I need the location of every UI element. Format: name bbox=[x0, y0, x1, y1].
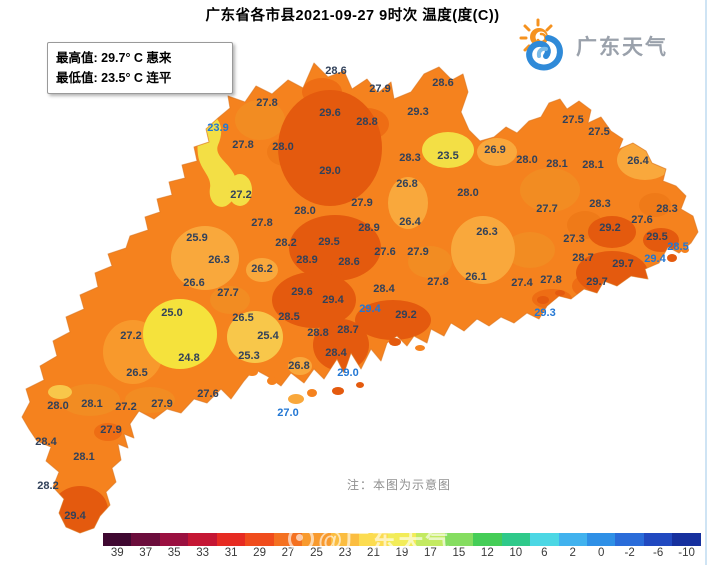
islands bbox=[246, 247, 689, 404]
colorbar-tick: 0 bbox=[598, 547, 605, 559]
colorbar-tick: 25 bbox=[310, 547, 323, 559]
sun-swirl-logo-icon bbox=[519, 18, 563, 71]
colorbar-segment bbox=[672, 533, 701, 546]
note-text: 注：本图为示意图 bbox=[347, 478, 452, 492]
colorbar-tick: 12 bbox=[480, 547, 494, 559]
colorbar-tick: 21 bbox=[367, 547, 380, 559]
page-title: 广东省各市县2021-09-27 9时次 温度(度(C)) bbox=[205, 8, 500, 24]
max-value-line: 最高值: 29.7° C 惠来 bbox=[56, 51, 172, 65]
colorbar-segment bbox=[245, 533, 274, 546]
colorbar-segment bbox=[444, 533, 474, 546]
colorbar-tick: 27 bbox=[281, 547, 295, 559]
colorbar-tick: 37 bbox=[139, 547, 153, 559]
colorbar-tick: 31 bbox=[224, 547, 238, 559]
colorbar-segment bbox=[273, 533, 303, 546]
province-outline bbox=[21, 62, 699, 534]
colorbar-tick: 6 bbox=[541, 547, 548, 559]
colorbar-tick: 35 bbox=[167, 547, 181, 559]
colorbar-ticks: 39 37 35 33 31 29 27 25 23 21 19 17 15 12 10 6 2 0 -2 -6 -10 bbox=[103, 547, 701, 559]
colorbar-segment bbox=[330, 533, 360, 546]
colorbar-tick: 19 bbox=[395, 547, 409, 559]
colorbar-tick: 17 bbox=[423, 547, 437, 559]
colorbar-segment bbox=[416, 533, 445, 546]
colorbar-segment bbox=[302, 533, 331, 546]
colorbar-segment bbox=[103, 533, 132, 546]
colorbar-segment bbox=[131, 533, 160, 546]
colorbar-segment bbox=[586, 533, 616, 546]
colorbar-segment bbox=[501, 533, 531, 546]
colorbar-segment bbox=[615, 533, 644, 546]
colorbar-tick: 33 bbox=[196, 547, 210, 559]
temperature-colorbar bbox=[103, 533, 701, 546]
colorbar-tick: 39 bbox=[110, 547, 124, 559]
colorbar-segment bbox=[530, 533, 559, 546]
colorbar-tick: 29 bbox=[253, 547, 266, 559]
colorbar-segment bbox=[473, 533, 502, 546]
colorbar-segment bbox=[188, 533, 217, 546]
colorbar-segment bbox=[216, 533, 246, 546]
colorbar-tick: -6 bbox=[653, 547, 664, 559]
colorbar-tick: 2 bbox=[569, 547, 576, 559]
colorbar-tick: 15 bbox=[452, 547, 466, 559]
colorbar-segment bbox=[643, 533, 673, 546]
colorbar-segment bbox=[558, 533, 587, 546]
colorbar-tick: 23 bbox=[338, 547, 352, 559]
colorbar-tick: 10 bbox=[509, 547, 523, 559]
colorbar-tick: -10 bbox=[678, 547, 695, 559]
min-value-line: 最低值: 23.5° C 连平 bbox=[56, 71, 172, 85]
colorbar-segment bbox=[159, 533, 189, 546]
colorbar-tick: -2 bbox=[624, 547, 635, 559]
colorbar-segment bbox=[387, 533, 417, 546]
colorbar-segment bbox=[359, 533, 388, 546]
logo-text: 广东天气 bbox=[576, 36, 668, 59]
gdweather-logo: 广东天气 bbox=[518, 18, 668, 74]
extremes-box: 最高值: 29.7° C 惠来 最低值: 23.5° C 连平 bbox=[47, 42, 233, 94]
